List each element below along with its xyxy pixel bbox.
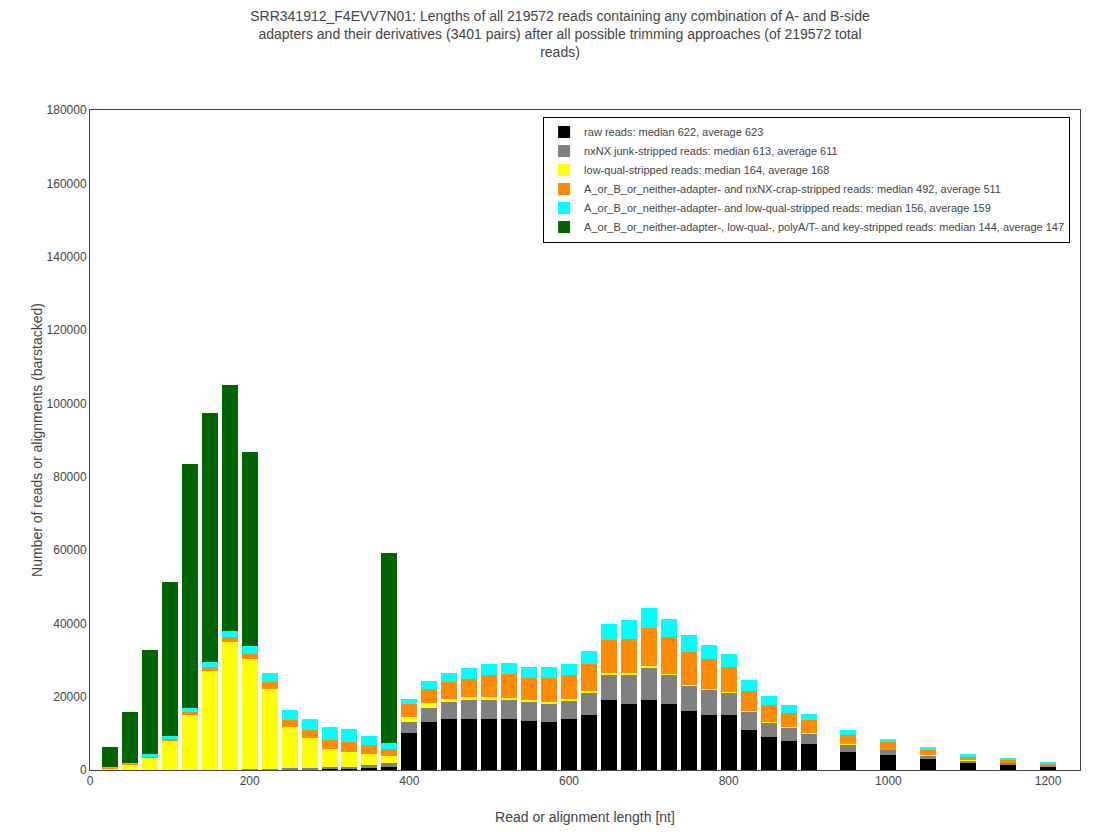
svg-text:A_or_B_or_neither-adapter- and: A_or_B_or_neither-adapter- and nxNX-crap… [584, 183, 1001, 195]
svg-text:raw reads: median 622, average: raw reads: median 622, average 623 [584, 126, 763, 138]
svg-text:600: 600 [559, 774, 579, 788]
svg-text:A_or_B_or_neither-adapter-, lo: A_or_B_or_neither-adapter-, low-qual-, p… [584, 221, 1064, 233]
svg-text:180000: 180000 [47, 103, 87, 117]
svg-text:100000: 100000 [47, 397, 87, 411]
svg-text:0: 0 [80, 763, 87, 777]
svg-text:nxNX junk-stripped reads: medi: nxNX junk-stripped reads: median 613, av… [584, 145, 838, 157]
svg-text:40000: 40000 [53, 617, 87, 631]
svg-text:1000: 1000 [875, 774, 902, 788]
svg-text:0: 0 [87, 774, 94, 788]
svg-text:Number of reads or alignments: Number of reads or alignments (barstacke… [29, 303, 45, 577]
svg-text:800: 800 [719, 774, 739, 788]
svg-text:120000: 120000 [47, 323, 87, 337]
svg-text:A_or_B_or_neither-adapter- and: A_or_B_or_neither-adapter- and low-qual-… [584, 202, 991, 214]
svg-text:1200: 1200 [1035, 774, 1062, 788]
svg-text:400: 400 [399, 774, 419, 788]
svg-text:20000: 20000 [53, 690, 87, 704]
svg-text:80000: 80000 [53, 470, 87, 484]
svg-text:140000: 140000 [47, 250, 87, 264]
svg-text:Read or alignment length [nt]: Read or alignment length [nt] [495, 809, 675, 825]
svg-text:160000: 160000 [47, 177, 87, 191]
svg-text:SRR341912_F4EVV7N01: Lengths o: SRR341912_F4EVV7N01: Lengths of all 2195… [250, 8, 870, 60]
svg-text:60000: 60000 [53, 543, 87, 557]
svg-text:low-qual-stripped reads: media: low-qual-stripped reads: median 164, ave… [584, 164, 829, 176]
svg-text:200: 200 [240, 774, 260, 788]
